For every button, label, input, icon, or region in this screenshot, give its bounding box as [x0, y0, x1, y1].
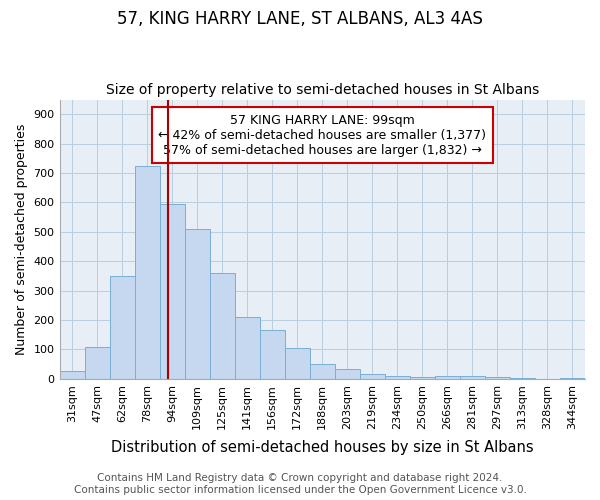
Bar	[110, 276, 134, 379]
X-axis label: Distribution of semi-detached houses by size in St Albans: Distribution of semi-detached houses by …	[111, 440, 533, 455]
Bar	[235, 317, 260, 379]
Bar	[460, 376, 485, 379]
Bar	[335, 369, 360, 379]
Bar	[134, 166, 160, 379]
Bar	[410, 376, 435, 379]
Bar	[160, 204, 185, 379]
Bar	[360, 374, 385, 379]
Text: 57, KING HARRY LANE, ST ALBANS, AL3 4AS: 57, KING HARRY LANE, ST ALBANS, AL3 4AS	[117, 10, 483, 28]
Bar	[560, 378, 585, 379]
Bar	[285, 348, 310, 379]
Text: 57 KING HARRY LANE: 99sqm
← 42% of semi-detached houses are smaller (1,377)
57% : 57 KING HARRY LANE: 99sqm ← 42% of semi-…	[158, 114, 486, 156]
Bar	[59, 370, 85, 379]
Bar	[310, 364, 335, 379]
Bar	[485, 377, 510, 379]
Text: Contains HM Land Registry data © Crown copyright and database right 2024.
Contai: Contains HM Land Registry data © Crown c…	[74, 474, 526, 495]
Bar	[85, 347, 110, 379]
Bar	[185, 229, 209, 379]
Bar	[260, 330, 285, 379]
Bar	[510, 378, 535, 379]
Bar	[209, 273, 235, 379]
Title: Size of property relative to semi-detached houses in St Albans: Size of property relative to semi-detach…	[106, 83, 539, 97]
Y-axis label: Number of semi-detached properties: Number of semi-detached properties	[15, 124, 28, 355]
Bar	[385, 376, 410, 379]
Bar	[435, 376, 460, 379]
